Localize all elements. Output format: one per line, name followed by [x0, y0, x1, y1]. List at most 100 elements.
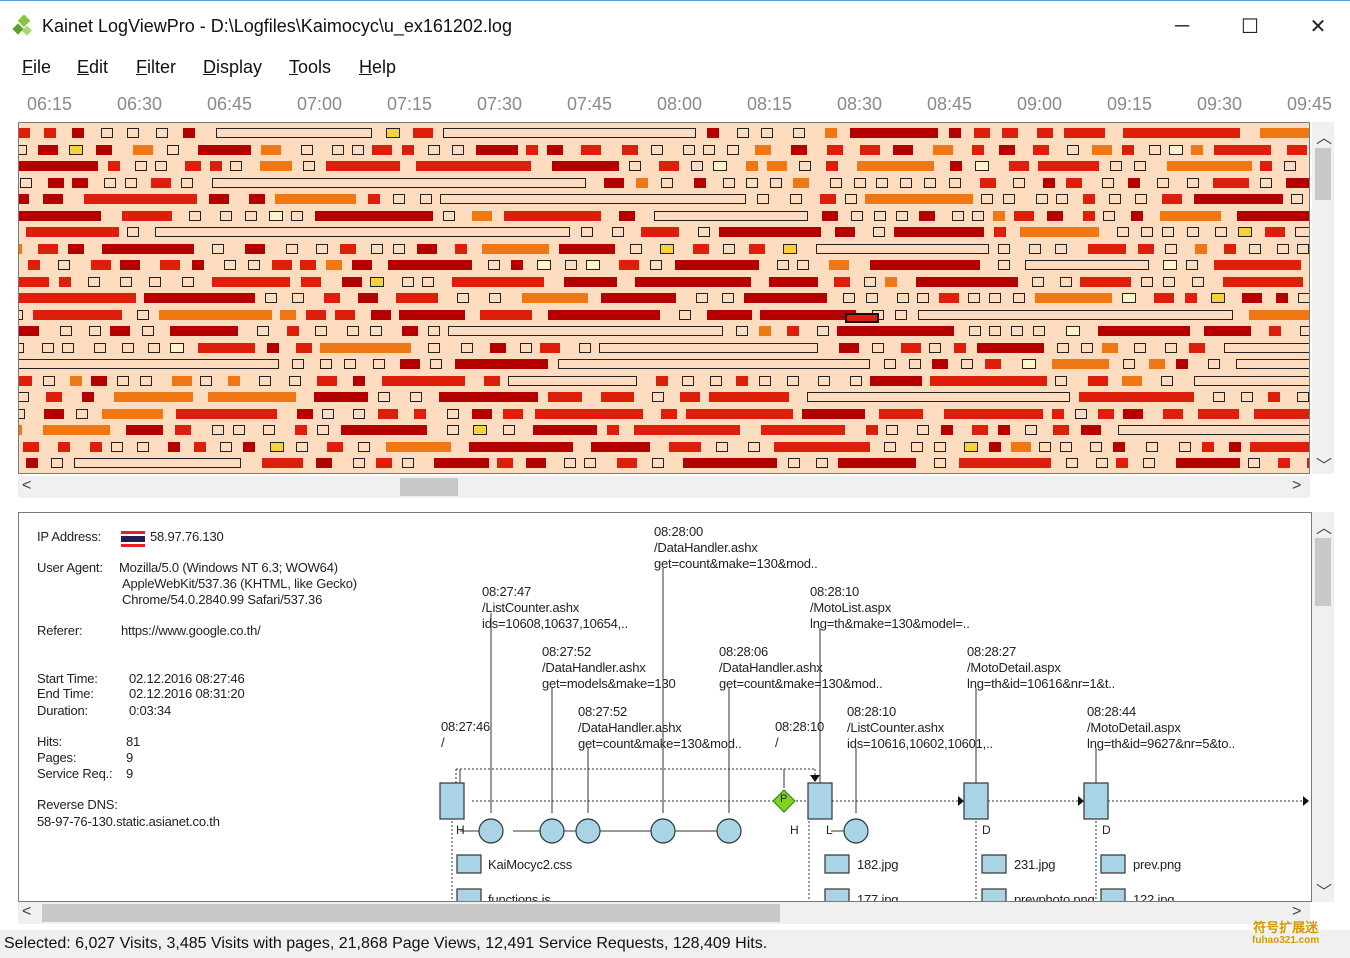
scroll-thumb[interactable] — [1315, 148, 1331, 200]
visit-block[interactable] — [661, 177, 673, 188]
visit-block[interactable] — [1213, 177, 1249, 188]
visit-block[interactable] — [43, 194, 63, 204]
visit-block[interactable] — [526, 144, 538, 155]
visit-block[interactable] — [230, 161, 242, 171]
visit-block[interactable] — [1116, 458, 1128, 468]
visit-block[interactable] — [181, 177, 193, 188]
visit-block[interactable] — [1179, 441, 1191, 452]
visit-block[interactable] — [540, 342, 560, 353]
visit-block[interactable] — [680, 392, 700, 402]
visit-block[interactable] — [749, 243, 765, 254]
visit-block[interactable] — [108, 161, 120, 171]
visit-block[interactable] — [874, 210, 886, 221]
visit-block[interactable] — [413, 128, 433, 138]
visit-block[interactable] — [402, 458, 414, 468]
visit-block[interactable] — [659, 161, 679, 171]
page-node[interactable] — [963, 782, 989, 820]
visit-block[interactable] — [183, 128, 195, 138]
visit-block[interactable] — [1189, 342, 1205, 353]
visit-block[interactable] — [84, 194, 197, 204]
visit-block[interactable] — [19, 276, 49, 287]
visit-block[interactable] — [619, 210, 635, 221]
visit-block[interactable] — [839, 342, 859, 353]
visit-block[interactable] — [455, 359, 548, 369]
visit-block[interactable] — [850, 128, 938, 138]
visit-block[interactable] — [917, 293, 929, 303]
visit-block[interactable] — [371, 243, 383, 254]
visit-block[interactable] — [447, 425, 459, 435]
visits-timeline[interactable] — [18, 122, 1310, 474]
visit-block[interactable] — [473, 425, 487, 435]
visit-block[interactable] — [886, 425, 898, 435]
visit-block[interactable] — [316, 458, 332, 468]
visit-block[interactable] — [1254, 408, 1309, 419]
visit-block[interactable] — [58, 260, 70, 270]
visit-block[interactable] — [1055, 375, 1067, 386]
visit-block[interactable] — [1055, 243, 1067, 254]
visit-block[interactable] — [790, 194, 802, 204]
visit-block[interactable] — [372, 144, 392, 155]
visit-block[interactable] — [245, 243, 265, 254]
timeline-horizontal-scrollbar[interactable]: < > — [18, 476, 1310, 498]
visit-block[interactable] — [260, 161, 292, 171]
visit-block[interactable] — [19, 243, 22, 254]
visit-block[interactable] — [286, 243, 298, 254]
visit-block[interactable] — [434, 458, 489, 468]
visit-block[interactable] — [448, 326, 723, 336]
visit-block[interactable] — [23, 441, 39, 452]
visit-block[interactable] — [452, 144, 464, 155]
visit-block[interactable] — [1269, 326, 1281, 336]
visit-block[interactable] — [866, 425, 878, 435]
file-icon[interactable] — [981, 854, 1007, 874]
visit-block[interactable] — [347, 326, 359, 336]
visit-block[interactable] — [262, 458, 303, 468]
visit-block[interactable] — [19, 309, 23, 320]
visit-block[interactable] — [759, 326, 771, 336]
visit-block[interactable] — [342, 276, 362, 287]
visit-block[interactable] — [854, 177, 866, 188]
visit-block[interactable] — [1003, 194, 1015, 204]
visit-block[interactable] — [376, 458, 392, 468]
visit-block[interactable] — [430, 359, 442, 369]
visit-block[interactable] — [1194, 375, 1309, 386]
visit-block[interactable] — [26, 227, 119, 237]
visit-block[interactable] — [1214, 260, 1301, 270]
visit-block[interactable] — [526, 458, 546, 468]
file-name[interactable]: 122.jpg — [1133, 892, 1175, 902]
file-name[interactable]: 177.jpg — [857, 892, 899, 902]
visit-block[interactable] — [420, 194, 432, 204]
visit-block[interactable] — [924, 177, 936, 188]
visit-block[interactable] — [1022, 359, 1036, 369]
visit-block[interactable] — [825, 128, 837, 138]
visit-block[interactable] — [182, 276, 194, 287]
visit-block[interactable] — [977, 342, 1044, 353]
visit-block[interactable] — [641, 227, 679, 237]
visit-block[interactable] — [876, 177, 888, 188]
visit-block[interactable] — [72, 177, 88, 188]
visit-block[interactable] — [386, 128, 400, 138]
visit-block[interactable] — [709, 392, 789, 402]
file-name[interactable]: prev.png — [1133, 857, 1182, 872]
visit-block[interactable] — [314, 392, 368, 402]
visit-block[interactable] — [872, 342, 884, 353]
file-name[interactable]: functions.js — [488, 892, 551, 902]
visit-block[interactable] — [989, 293, 1001, 303]
visit-block[interactable] — [287, 326, 299, 336]
visit-block[interactable] — [791, 144, 807, 155]
timeline-vertical-scrollbar[interactable]: ︿ ﹀ — [1312, 122, 1334, 475]
request-label[interactable]: 08:27:47/ListCounter.ashx ids=10608,10637… — [482, 584, 628, 631]
visit-block[interactable] — [601, 293, 676, 303]
visit-block[interactable] — [1260, 128, 1309, 138]
visit-block[interactable] — [216, 128, 372, 138]
visit-block[interactable] — [170, 326, 238, 336]
visit-block[interactable] — [713, 161, 727, 171]
visit-block[interactable] — [69, 144, 83, 155]
visit-block[interactable] — [175, 425, 191, 435]
visit-block[interactable] — [1160, 210, 1221, 221]
visit-block[interactable] — [144, 293, 255, 303]
file-icon[interactable] — [456, 888, 482, 902]
visit-block[interactable] — [1134, 161, 1146, 171]
visit-block[interactable] — [19, 359, 279, 369]
visit-block[interactable] — [941, 425, 953, 435]
visit-block[interactable] — [897, 293, 909, 303]
